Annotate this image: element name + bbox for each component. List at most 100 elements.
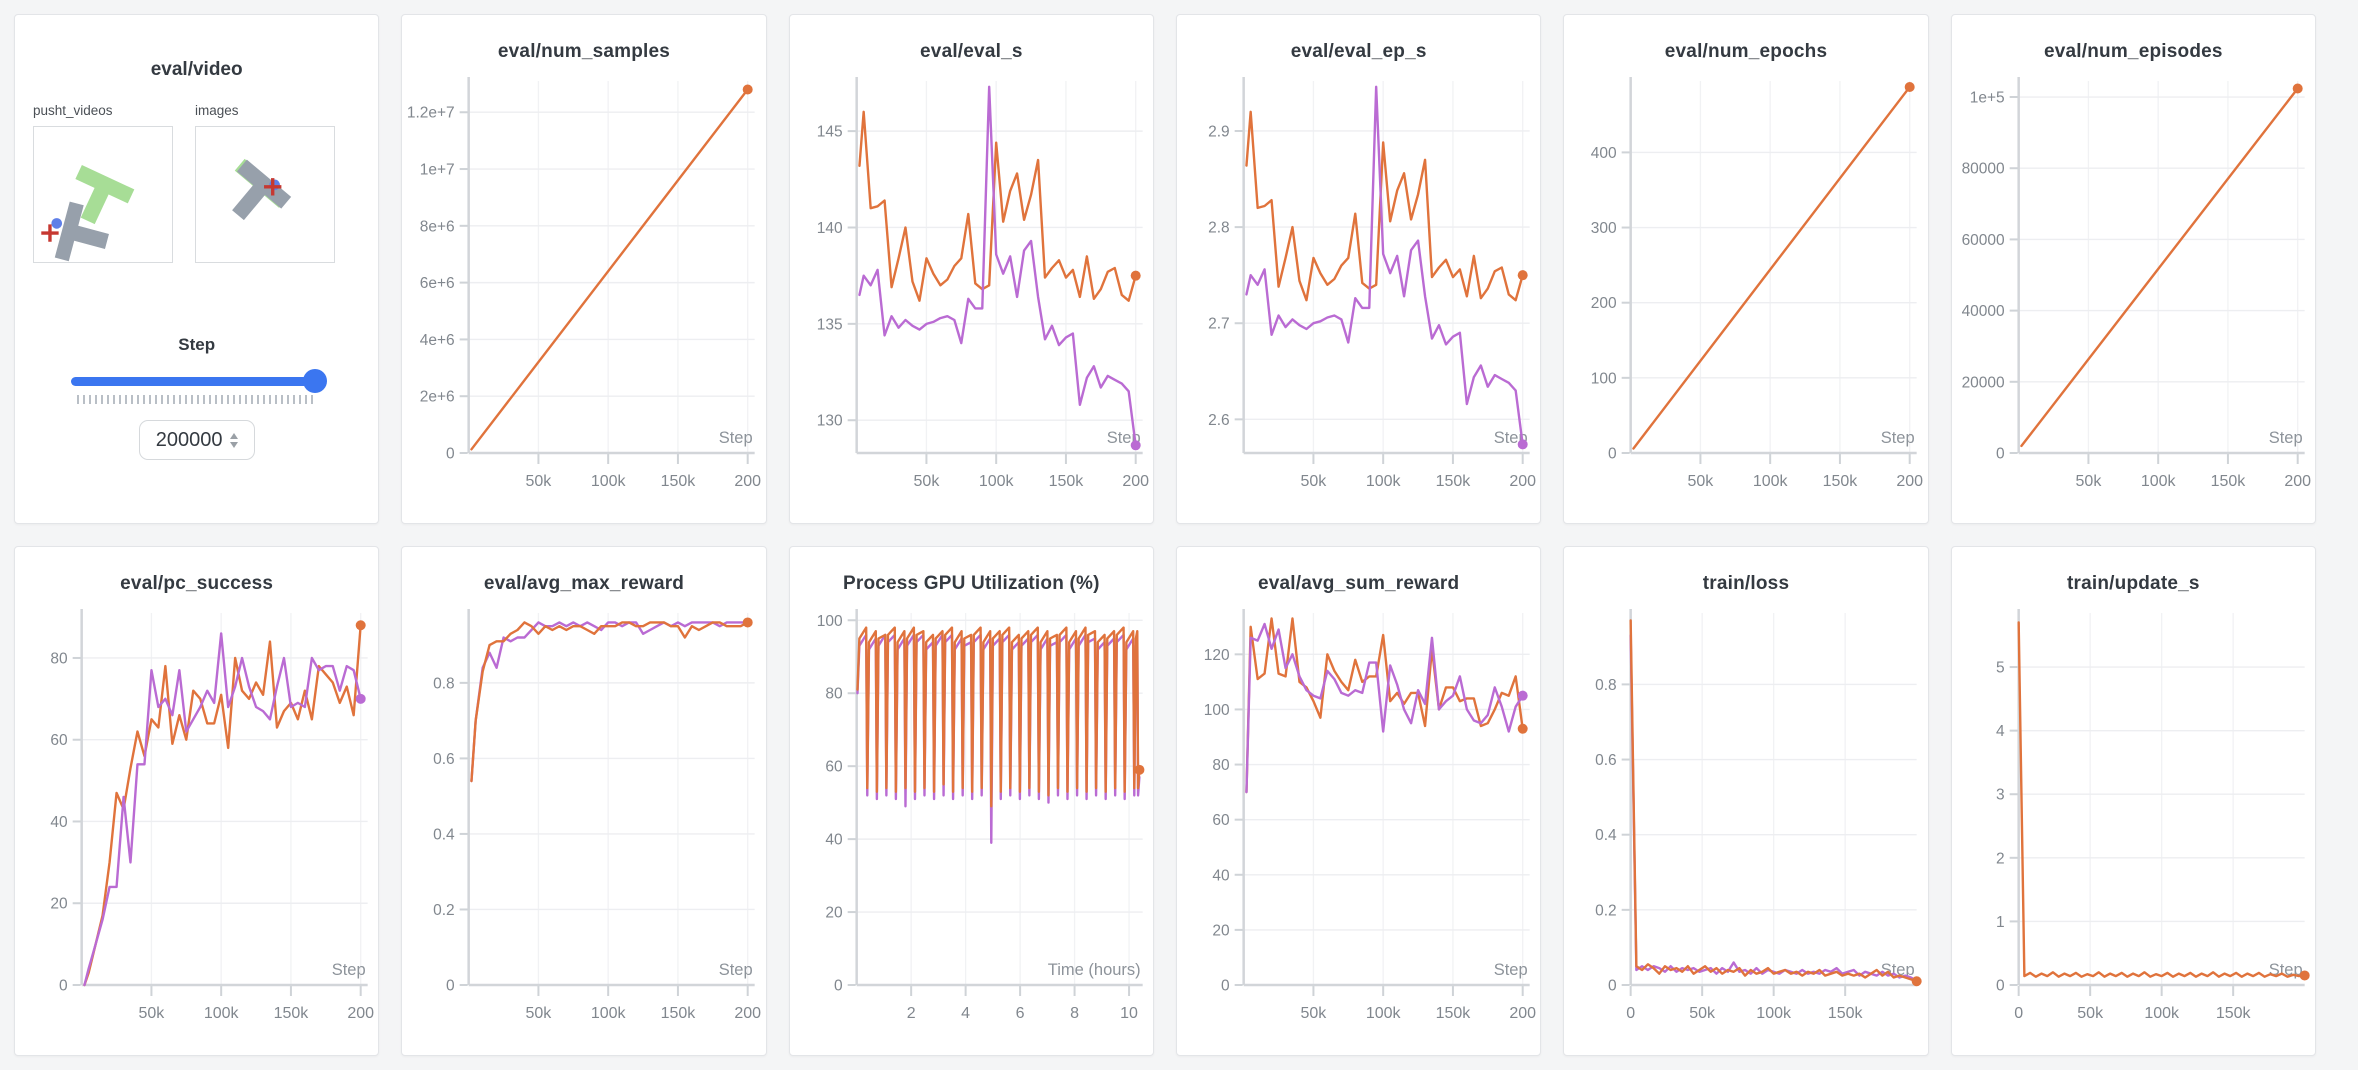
series-endpoint-dot-run-orange xyxy=(743,84,754,95)
y-tick-label: 8e+6 xyxy=(420,218,455,235)
y-tick-label: 0.2 xyxy=(433,902,455,919)
series-endpoint-dot-run-orange xyxy=(743,617,754,628)
series-line-run-purple xyxy=(470,621,750,783)
x-axis-title: Step xyxy=(1881,429,1915,447)
line-chart-eval-num-samples[interactable]: 0 2e+6 4e+6 6e+6 8e+6 1e+7 1.2e+7 50k 100k 150k 20… xyxy=(402,67,765,507)
media-label: images xyxy=(195,103,239,118)
x-tick-label: 100k xyxy=(1366,473,1402,490)
y-tick-label: 40000 xyxy=(1961,303,2004,320)
y-tick-label: 2.7 xyxy=(1208,316,1230,333)
step-label: Step xyxy=(178,335,216,354)
x-tick-label: 200 xyxy=(1897,473,1924,490)
x-tick-label: 50k xyxy=(526,473,553,490)
media-thumb-images: images xyxy=(195,103,335,263)
x-tick-label: 8 xyxy=(1070,1005,1079,1022)
chart-title: eval/eval_s xyxy=(920,41,1023,62)
y-tick-label: 0 xyxy=(59,978,68,995)
y-tick-label: 2 xyxy=(1996,850,2005,867)
y-tick-label: 1e+7 xyxy=(420,162,455,179)
series-endpoint-dot-run-orange xyxy=(2299,970,2310,981)
y-tick-label: 100 xyxy=(1204,702,1230,719)
y-tick-label: 100 xyxy=(816,613,842,630)
x-tick-label: 100k xyxy=(978,473,1014,490)
x-tick-label: 150k xyxy=(1436,1005,1472,1022)
y-tick-label: 0.6 xyxy=(1595,752,1617,769)
step-decrement-icon[interactable] xyxy=(229,441,238,448)
panel-train-loss: train/loss 0 0.2 0.4 0.6 0.8 0 50k 100k 150k Step xyxy=(1563,546,1929,1056)
x-tick-label: 50k xyxy=(1301,473,1328,490)
series-endpoint-dot-run-orange xyxy=(355,620,366,631)
y-tick-label: 0 xyxy=(1996,446,2005,463)
x-tick-label: 200 xyxy=(347,1005,374,1022)
y-tick-label: 400 xyxy=(1591,145,1617,162)
panel-train-update-s: train/update_s 0 1 2 3 4 5 0 50k 100k 150k Step xyxy=(1950,546,2316,1056)
images-thumbnail[interactable] xyxy=(195,126,335,263)
x-tick-label: 150k xyxy=(1828,1005,1864,1022)
series-endpoint-dot-run-orange xyxy=(1911,976,1922,987)
pusht-video-thumbnail[interactable] xyxy=(33,126,173,263)
y-tick-label: 0 xyxy=(446,978,455,995)
y-tick-label: 80 xyxy=(825,686,843,703)
y-tick-label: 1e+5 xyxy=(1969,90,2004,107)
line-chart-eval-avg-sum-reward[interactable]: 0 20 40 60 80 100 120 50k 100k 150k 200 Step xyxy=(1177,599,1540,1039)
x-axis-title: Step xyxy=(719,429,753,447)
x-tick-label: 100k xyxy=(591,1005,627,1022)
y-tick-label: 135 xyxy=(816,316,842,333)
y-tick-label: 60 xyxy=(50,732,68,749)
y-tick-label: 0.2 xyxy=(1595,902,1617,919)
series-line-run-purple xyxy=(1245,85,1524,446)
x-tick-label: 50k xyxy=(1688,473,1715,490)
x-tick-label: 150k xyxy=(274,1005,310,1022)
x-tick-label: 200 xyxy=(735,473,762,490)
media-label: pusht_videos xyxy=(33,103,113,118)
agent-dot xyxy=(51,218,63,229)
x-axis-title: Step xyxy=(2268,429,2302,447)
panel-eval-video: eval/video pusht_videos xyxy=(14,14,380,524)
y-tick-label: 2.9 xyxy=(1208,123,1230,140)
y-tick-label: 2.8 xyxy=(1208,220,1230,237)
panel-gpu-utilization: Process GPU Utilization (%) 0 20 40 60 80 100… xyxy=(788,546,1154,1056)
line-chart-gpu-utilization[interactable]: 0 20 40 60 80 100 2 4 6 8 10 Time (hours) xyxy=(790,599,1153,1039)
x-tick-label: 100k xyxy=(1753,473,1789,490)
line-chart-eval-avg-max-reward[interactable]: 0 0.2 0.4 0.6 0.8 50k 100k 150k 200 Step xyxy=(402,599,765,1039)
step-increment-icon[interactable] xyxy=(229,432,238,439)
series-line-run-orange xyxy=(2019,87,2299,448)
y-tick-label: 3 xyxy=(1996,787,2005,804)
slider-handle[interactable] xyxy=(302,369,327,393)
step-slider[interactable] xyxy=(70,369,327,393)
x-tick-label: 150k xyxy=(2215,1005,2251,1022)
stepper-arrows[interactable] xyxy=(229,432,238,448)
x-tick-label: 0 xyxy=(2014,1005,2023,1022)
y-tick-label: 200 xyxy=(1591,295,1617,312)
step-number-input[interactable]: 200000 xyxy=(138,420,255,460)
series-line-run-purple xyxy=(83,632,362,987)
x-tick-label: 100k xyxy=(591,473,627,490)
line-chart-eval-pc-success[interactable]: 0 20 40 60 80 50k 100k 150k 200 Step xyxy=(15,599,378,1039)
series-endpoint-dot-run-orange xyxy=(2292,83,2303,94)
panel-eval-eval-ep-s: eval/eval_ep_s 2.6 2.7 2.8 2.9 50k 100k 150k 20… xyxy=(1176,14,1542,524)
line-chart-eval-num-episodes[interactable]: 0 20000 40000 60000 80000 1e+5 50k 100k 150k 200 S… xyxy=(1952,67,2315,507)
y-tick-label: 40 xyxy=(825,832,843,849)
slider-track[interactable] xyxy=(70,377,323,386)
chart-title: train/loss xyxy=(1702,573,1790,594)
x-tick-label: 2 xyxy=(906,1005,915,1022)
y-tick-label: 20000 xyxy=(1961,374,2004,391)
y-tick-label: 0 xyxy=(1996,978,2005,995)
x-tick-label: 6 xyxy=(1015,1005,1024,1022)
panel-eval-num-samples: eval/num_samples 0 2e+6 4e+6 6e+6 8e+6 1e+7 1.… xyxy=(401,14,767,524)
series-line-run-orange xyxy=(470,621,750,783)
panel-eval-pc-success: eval/pc_success 0 20 40 60 80 50k 100k 150k 200 S… xyxy=(14,546,380,1056)
y-tick-label: 80 xyxy=(1212,757,1230,774)
x-tick-label: 100k xyxy=(1757,1005,1793,1022)
line-chart-eval-num-epochs[interactable]: 0 100 200 300 400 50k 100k 150k 200 Step xyxy=(1564,67,1927,507)
y-tick-label: 60000 xyxy=(1961,232,2004,249)
y-tick-label: 4e+6 xyxy=(420,332,455,349)
series-line-run-orange xyxy=(1245,617,1524,794)
y-tick-label: 0 xyxy=(834,978,843,995)
x-axis-title: Step xyxy=(719,961,753,979)
